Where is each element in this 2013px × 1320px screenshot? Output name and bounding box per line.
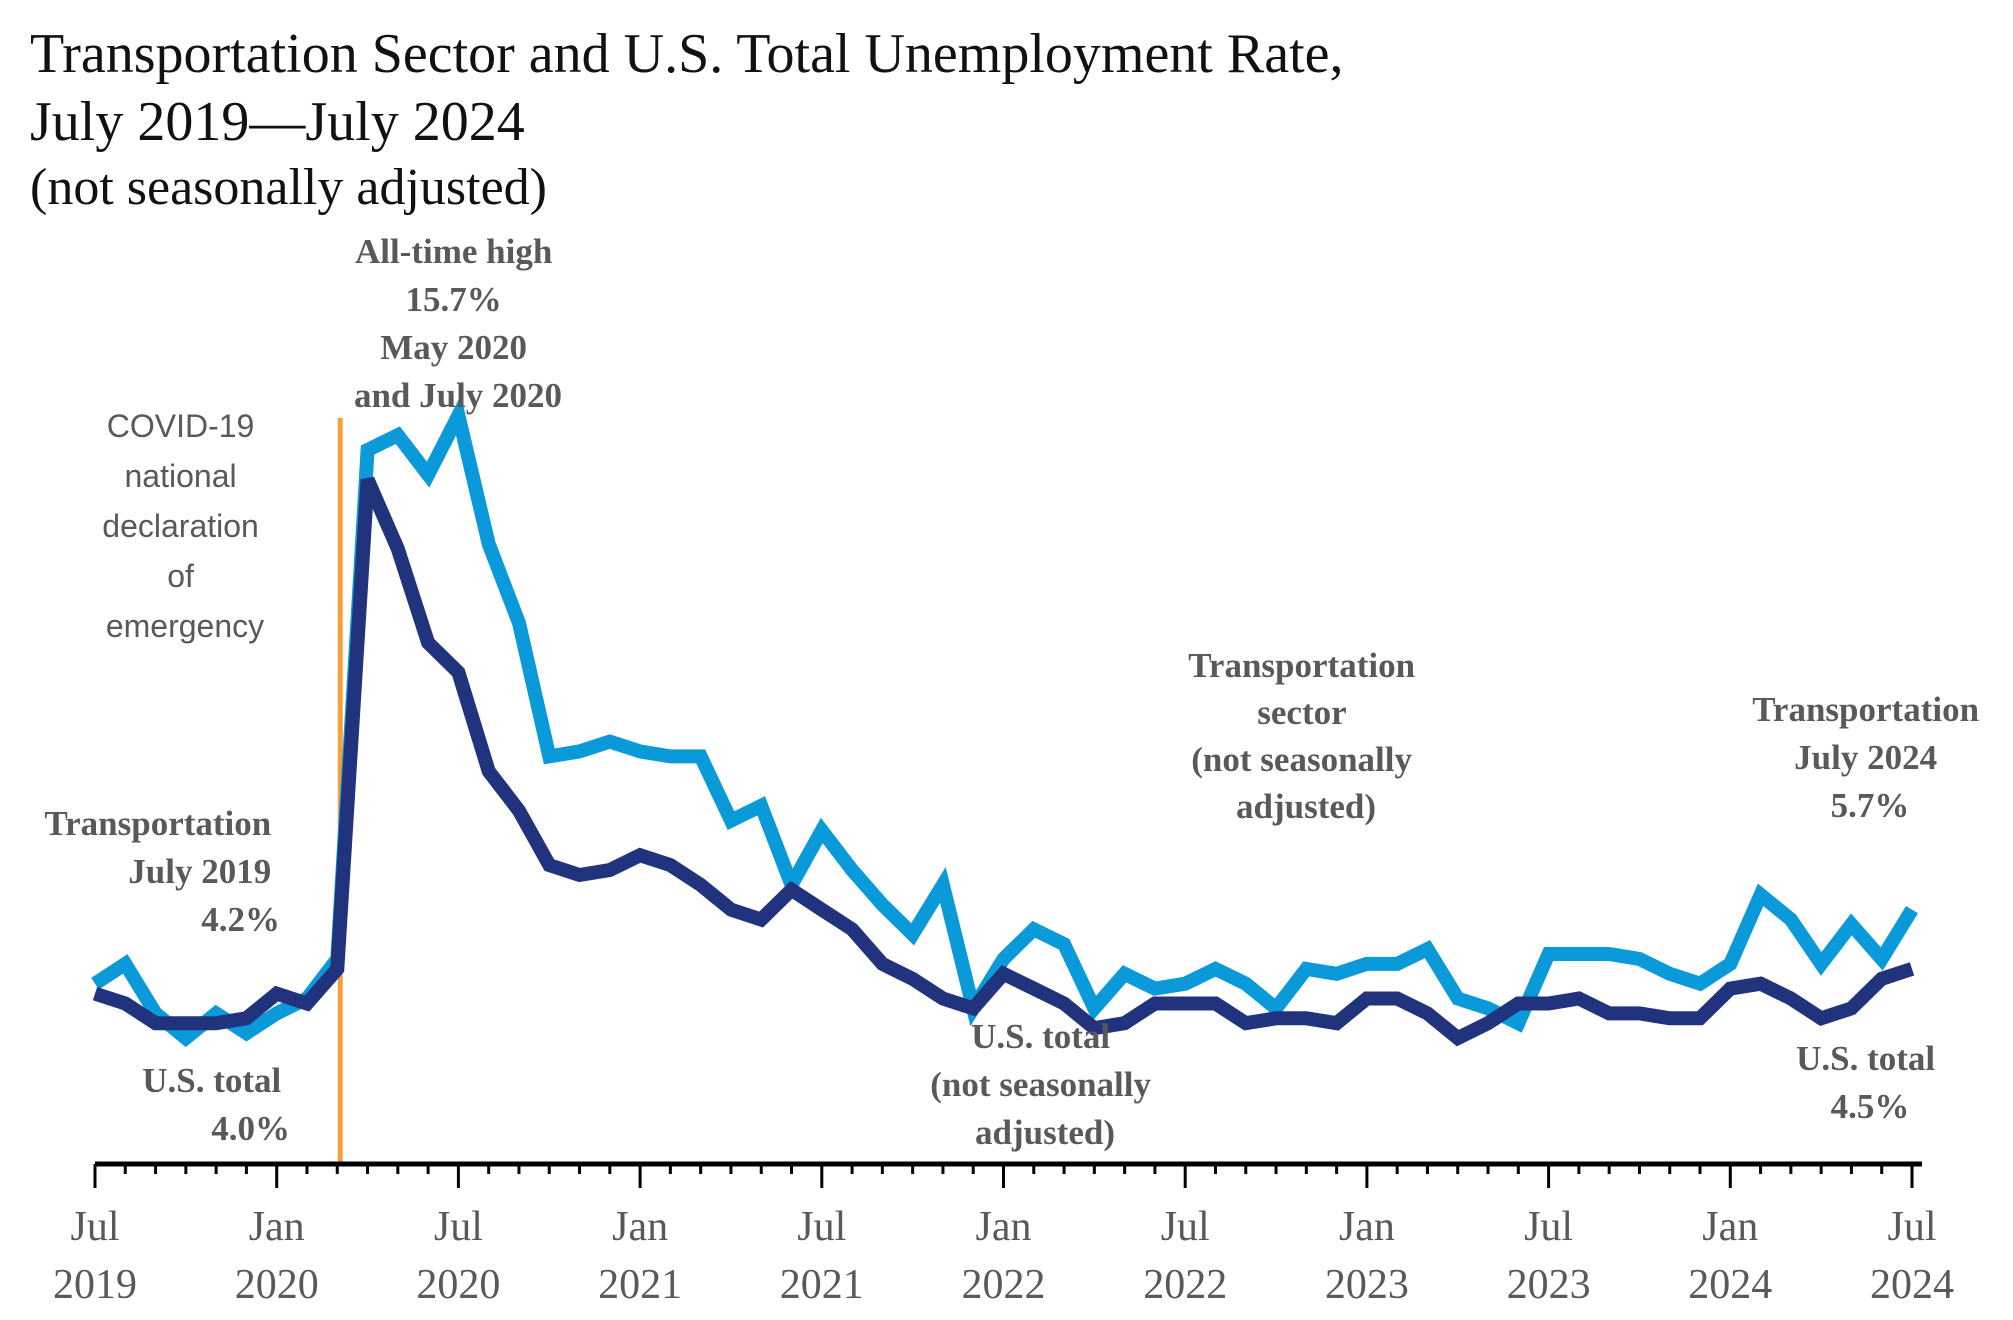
us-total-series-line [92,476,1915,1047]
x-tick-label-year: 2024 [1870,1262,1954,1308]
x-tick-label-year: 2023 [1507,1262,1591,1308]
x-tick-label-year: 2020 [235,1262,319,1308]
transportation-end-label: Transportation July 2024 5.7% [1752,690,1988,825]
transportation-series-label: Transportation sector (not seasonally ad… [1188,646,1424,826]
transportation-series-line [91,395,1918,1048]
x-tick-label-month: Jan [1702,1204,1758,1250]
x-tick-label-month: Jan [976,1204,1032,1250]
x-tick-label-year: 2021 [598,1262,682,1308]
x-tick-label-month: Jul [1524,1204,1573,1250]
chart-title-line2: July 2019—July 2024 [30,91,525,153]
x-tick-label-year: 2021 [780,1262,864,1308]
x-tick-label-month: Jan [612,1204,668,1250]
peak-annotation: All-time high 15.7% May 2020 and July 20… [354,232,562,415]
x-tick-label-year: 2019 [53,1262,137,1308]
x-tick-label-month: Jul [1887,1204,1936,1250]
us-total-start-label: U.S. total 4.0% [142,1061,290,1148]
x-tick-label-month: Jul [797,1204,846,1250]
x-tick-label-year: 2023 [1325,1262,1409,1308]
x-tick-label-month: Jul [1161,1204,1210,1250]
chart-title: Transportation Sector and U.S. Total Une… [30,23,1344,85]
x-tick-label-month: Jul [70,1204,119,1250]
covid-emergency-note: COVID-19 national declaration of emergen… [102,408,267,644]
transportation-start-label: Transportation July 2019 4.2% [44,804,280,939]
x-tick-label-year: 2024 [1688,1262,1772,1308]
x-tick-label-month: Jan [1339,1204,1395,1250]
x-tick-label-month: Jan [249,1204,305,1250]
chart-subtitle: (not seasonally adjusted) [30,159,547,216]
x-tick-label-year: 2022 [1143,1262,1227,1308]
us-total-series-label: U.S. total (not seasonally adjusted) [930,1017,1159,1152]
x-tick-label-year: 2022 [962,1262,1046,1308]
us-total-end-label: U.S. total 4.5% [1796,1039,1944,1126]
x-tick-label-month: Jul [434,1204,483,1250]
x-tick-label-year: 2020 [416,1262,500,1308]
